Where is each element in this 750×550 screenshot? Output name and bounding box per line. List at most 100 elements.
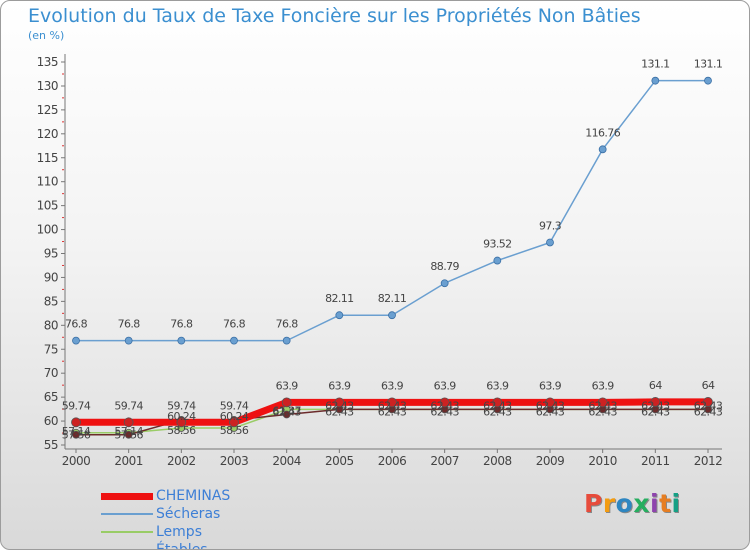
y-tick-label: 85 bbox=[44, 294, 58, 308]
data-label-lemps: 62.43 bbox=[641, 405, 670, 418]
data-label-sécheras: 76.8 bbox=[170, 318, 193, 331]
legend-item: CHEMINAS bbox=[101, 487, 230, 505]
data-point-sécheras bbox=[282, 336, 291, 345]
legend-item: Lemps bbox=[101, 523, 230, 541]
data-label-lemps: 62.43 bbox=[483, 405, 512, 418]
data-label-cheminas: 59.74 bbox=[62, 399, 91, 412]
data-label-cheminas: 64 bbox=[649, 379, 662, 392]
data-point-cheminas bbox=[334, 397, 345, 408]
data-label-cheminas: 63.9 bbox=[592, 379, 615, 392]
data-point-cheminas bbox=[387, 397, 397, 408]
x-tick-label: 2009 bbox=[536, 454, 565, 468]
legend-label: Sécheras bbox=[156, 506, 221, 522]
data-point-sécheras bbox=[335, 311, 344, 320]
legend-item: Étables bbox=[101, 541, 230, 549]
legend: CHEMINAS Sécheras Lemps Étables bbox=[101, 487, 230, 549]
data-point-sécheras bbox=[651, 76, 660, 85]
x-tick-label: 2007 bbox=[430, 454, 459, 468]
data-point-sécheras bbox=[124, 336, 133, 345]
data-label-cheminas: 63.9 bbox=[381, 379, 404, 392]
data-label-étables: 62.43 bbox=[641, 399, 670, 412]
y-tick-label: 55 bbox=[44, 438, 58, 452]
data-label-étables: 62.43 bbox=[694, 399, 723, 412]
data-label-lemps: 62.43 bbox=[588, 405, 617, 418]
x-tick-label: 2006 bbox=[378, 454, 407, 468]
data-label-cheminas: 63.9 bbox=[276, 379, 299, 392]
data-point-sécheras bbox=[598, 145, 607, 154]
data-point-étables bbox=[124, 430, 133, 439]
data-label-cheminas: 59.74 bbox=[167, 399, 196, 412]
legend-item: Sécheras bbox=[101, 505, 230, 523]
data-label-lemps: 57.56 bbox=[114, 429, 143, 442]
data-label-lemps: 62.43 bbox=[272, 405, 301, 418]
data-label-étables: 62.43 bbox=[588, 399, 617, 412]
data-label-lemps: 58.56 bbox=[167, 424, 196, 437]
chart-title: Evolution du Taux de Taxe Foncière sur l… bbox=[28, 5, 641, 27]
y-tick-label: 100 bbox=[37, 223, 58, 237]
data-label-sécheras: 76.8 bbox=[118, 318, 141, 331]
data-label-sécheras: 131.1 bbox=[641, 58, 670, 71]
data-point-sécheras bbox=[704, 76, 712, 85]
x-tick-label: 2005 bbox=[325, 454, 354, 468]
data-point-cheminas bbox=[650, 397, 661, 407]
x-tick-label: 2001 bbox=[114, 454, 143, 468]
x-tick-label: 2003 bbox=[220, 454, 249, 468]
data-label-lemps: 62.43 bbox=[378, 405, 407, 418]
y-tick-label: 70 bbox=[44, 366, 58, 380]
y-tick-label: 80 bbox=[44, 318, 58, 332]
data-point-cheminas bbox=[597, 397, 608, 408]
x-tick-label: 2010 bbox=[588, 454, 617, 468]
x-tick-label: 2011 bbox=[641, 454, 670, 468]
data-label-cheminas: 63.9 bbox=[539, 379, 562, 392]
data-point-sécheras bbox=[230, 336, 238, 345]
data-label-étables: 62.43 bbox=[378, 399, 407, 412]
data-point-sécheras bbox=[493, 256, 502, 265]
data-point-cheminas bbox=[703, 397, 713, 407]
y-tick-label: 135 bbox=[37, 55, 58, 69]
data-point-sécheras bbox=[72, 336, 80, 345]
y-tick-label: 120 bbox=[37, 127, 58, 141]
data-label-lemps: 58.56 bbox=[220, 424, 249, 437]
data-label-sécheras: 97.3 bbox=[539, 219, 562, 232]
data-label-étables: 61.37 bbox=[272, 405, 301, 418]
y-tick-label: 130 bbox=[37, 79, 58, 93]
data-label-étables: 62.43 bbox=[325, 399, 354, 412]
data-label-cheminas: 59.74 bbox=[220, 399, 249, 412]
data-point-étables bbox=[282, 410, 291, 419]
legend-label: Lemps bbox=[156, 524, 202, 540]
unit-label: (en %) bbox=[28, 29, 65, 42]
data-label-lemps: 62.43 bbox=[536, 405, 565, 418]
data-label-cheminas: 59.74 bbox=[114, 399, 143, 412]
y-tick-label: 125 bbox=[37, 103, 58, 117]
data-label-lemps: 62.43 bbox=[430, 405, 459, 418]
x-tick-label: 2012 bbox=[694, 454, 723, 468]
data-label-lemps: 62.43 bbox=[325, 405, 354, 418]
legend-swatch bbox=[101, 492, 153, 500]
data-point-sécheras bbox=[177, 336, 186, 345]
data-label-sécheras: 76.8 bbox=[65, 318, 88, 331]
y-tick-label: 65 bbox=[44, 390, 58, 404]
data-label-étables: 57.14 bbox=[62, 425, 91, 438]
data-label-cheminas: 64 bbox=[702, 379, 715, 392]
data-label-sécheras: 76.8 bbox=[223, 318, 246, 331]
proxiti-logo: Proxiti bbox=[584, 489, 681, 518]
data-label-sécheras: 93.52 bbox=[483, 238, 512, 251]
x-tick-label: 2000 bbox=[62, 454, 91, 468]
data-point-sécheras bbox=[546, 238, 554, 247]
data-point-sécheras bbox=[440, 279, 449, 288]
data-point-cheminas bbox=[123, 417, 134, 428]
data-point-cheminas bbox=[545, 397, 555, 408]
data-label-étables: 57.14 bbox=[114, 425, 143, 438]
data-point-cheminas bbox=[281, 397, 292, 408]
data-point-sécheras bbox=[388, 311, 396, 320]
y-tick-label: 75 bbox=[44, 342, 58, 356]
data-label-cheminas: 63.9 bbox=[486, 379, 509, 392]
data-label-sécheras: 82.11 bbox=[378, 292, 407, 305]
y-tick-label: 90 bbox=[44, 270, 58, 284]
data-label-cheminas: 63.9 bbox=[328, 379, 351, 392]
data-label-étables: 60.24 bbox=[167, 410, 196, 423]
y-tick-label: 95 bbox=[44, 247, 58, 261]
data-label-sécheras: 76.8 bbox=[276, 318, 299, 331]
y-tick-label: 110 bbox=[37, 175, 58, 189]
data-label-étables: 62.43 bbox=[536, 399, 565, 412]
